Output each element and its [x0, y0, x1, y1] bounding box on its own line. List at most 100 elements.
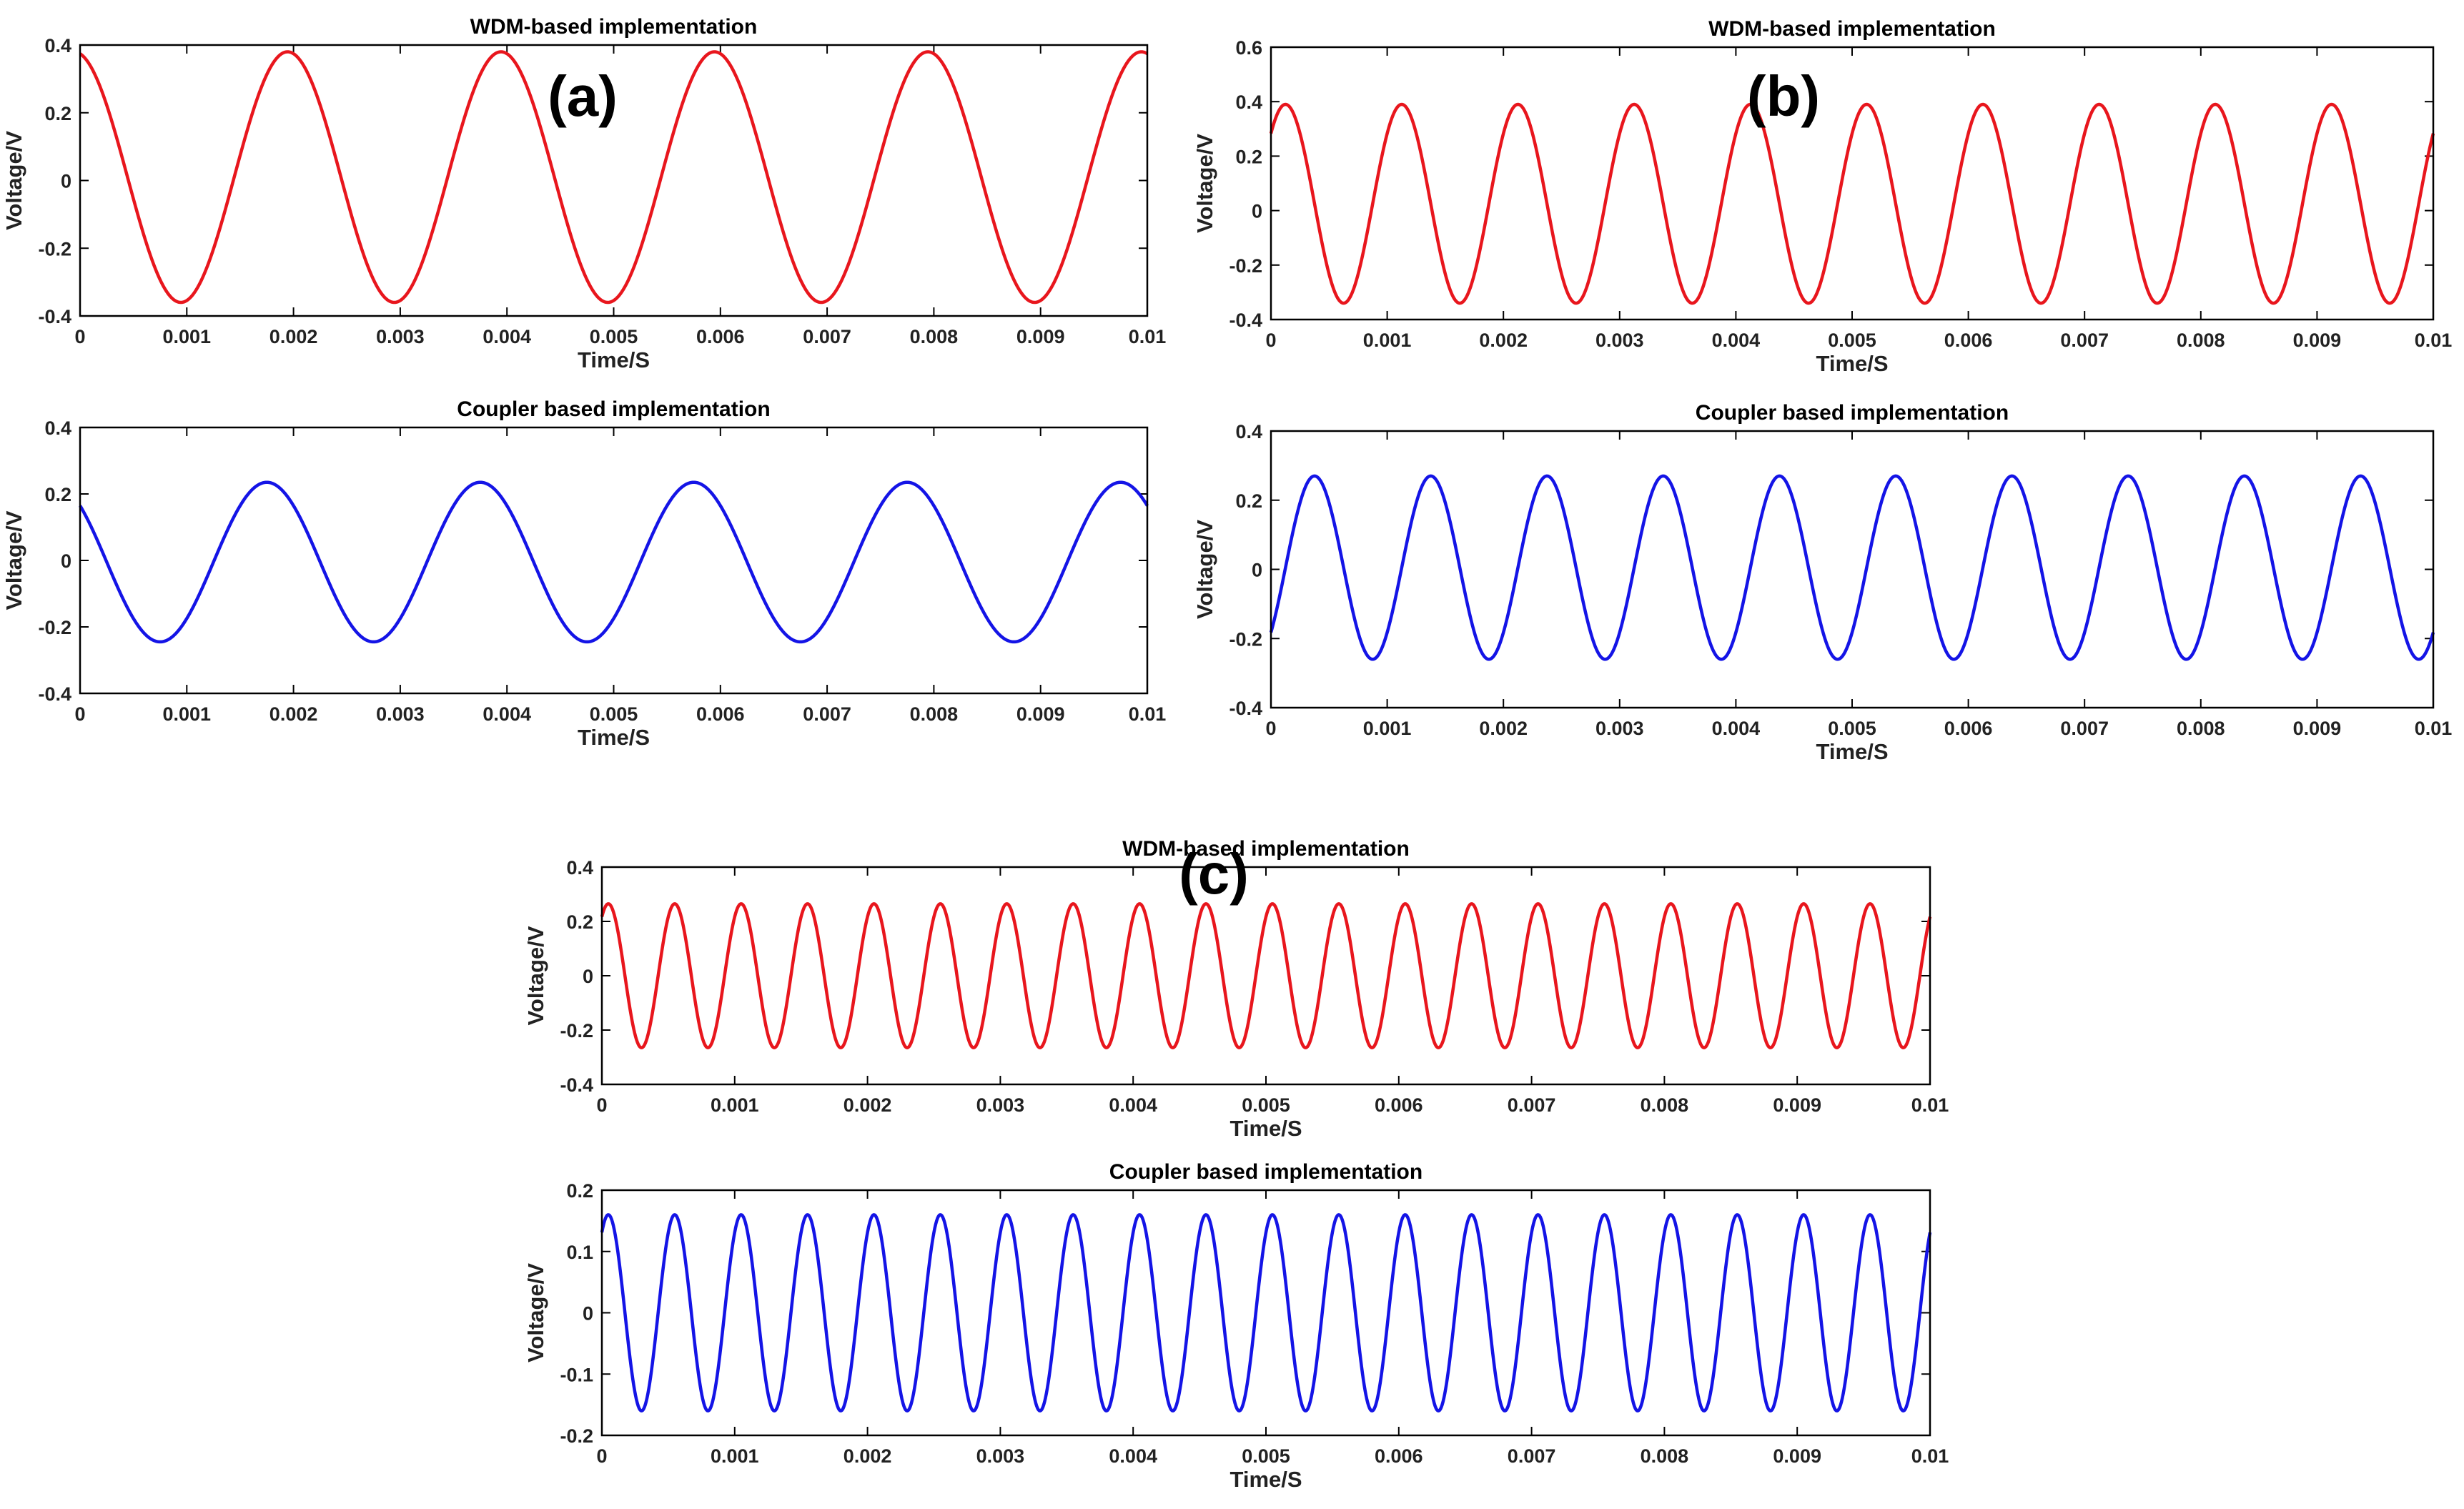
- plot-c-bottom: Coupler based implementation 0 0.001 0.002 0…: [523, 1160, 1949, 1492]
- x-tick-label: 0.001: [711, 1445, 759, 1467]
- x-tick-label: 0.01: [1911, 1445, 1949, 1467]
- x-tick-label: 0.001: [163, 703, 212, 725]
- x-tick-label: 0.001: [1363, 718, 1412, 739]
- x-tick-label: 0.002: [843, 1094, 892, 1116]
- x-tick-label: 0.008: [2177, 330, 2225, 351]
- y-tick-label: -0.2: [1229, 628, 1262, 650]
- y-tick-label: -0.4: [560, 1074, 593, 1096]
- x-tick-label: 0.004: [483, 326, 531, 347]
- plot-frame: [79, 426, 1149, 695]
- x-tick-label: 0.008: [1641, 1445, 1689, 1467]
- x-tick-label: 0.01: [1129, 703, 1167, 725]
- y-tick-label: 0.4: [44, 35, 71, 56]
- x-tick-label: 0.009: [1016, 326, 1065, 347]
- plot-title: WDM-based implementation: [470, 15, 758, 39]
- y-tick-label: -0.4: [1229, 310, 1262, 331]
- y-tick-label: 0.1: [566, 1242, 593, 1263]
- y-axis-label: Voltage/V: [523, 926, 548, 1025]
- x-tick-label: 0.001: [711, 1094, 759, 1116]
- y-tick-label: -0.2: [38, 617, 71, 638]
- y-axis-label: Voltage/V: [1192, 520, 1217, 619]
- y-tick-label: 0.2: [566, 911, 593, 933]
- y-tick-label: -0.4: [38, 683, 71, 705]
- y-tick-label: 0.4: [566, 857, 593, 879]
- x-tick-label: 0.003: [976, 1094, 1025, 1116]
- plot-a-bottom: Coupler based implementation 0 0.001 0.002 0…: [1, 397, 1166, 750]
- y-tick-label: 0: [583, 1303, 593, 1325]
- x-tick-label: 0.004: [483, 703, 531, 725]
- y-tick-label: -0.2: [1229, 255, 1262, 277]
- x-axis-label: Time/S: [578, 347, 650, 372]
- y-tick-label: 0: [583, 966, 593, 987]
- y-axis-label: Voltage/V: [1, 510, 26, 610]
- x-tick-label: 0.01: [2415, 330, 2453, 351]
- x-tick-label: 0.006: [1944, 330, 1993, 351]
- y-tick-label: -0.2: [560, 1425, 593, 1447]
- plot-title: WDM-based implementation: [1122, 837, 1410, 861]
- plot-frame: [1270, 430, 2435, 709]
- x-tick-label: 0.008: [910, 703, 959, 725]
- x-tick-label: 0.007: [803, 326, 851, 347]
- x-tick-label: 0.01: [1911, 1094, 1949, 1116]
- x-tick-label: 0.009: [1773, 1094, 1821, 1116]
- x-tick-label: 0.005: [1242, 1094, 1290, 1116]
- x-tick-label: 0.006: [1375, 1094, 1423, 1116]
- x-axis-label: Time/S: [1229, 1467, 1302, 1492]
- x-tick-label: 0.002: [1479, 330, 1528, 351]
- plot-title: Coupler based implementation: [1109, 1160, 1423, 1184]
- x-tick-label: 0.01: [2415, 718, 2453, 739]
- x-tick-label: 0.01: [1129, 326, 1167, 347]
- x-tick-label: 0.002: [269, 326, 318, 347]
- x-tick-label: 0.002: [269, 703, 318, 725]
- series-line-signal: [600, 902, 1932, 1049]
- y-tick-label: 0.4: [44, 417, 71, 439]
- series-line-signal: [79, 50, 1149, 305]
- x-tick-label: 0: [1265, 718, 1276, 739]
- x-tick-label: 0.001: [163, 326, 212, 347]
- x-tick-label: 0: [1265, 330, 1276, 351]
- x-tick-label: 0.009: [1016, 703, 1065, 725]
- plot-a-top: WDM-based implementation 0 0.001 0.002 0.003…: [1, 15, 1166, 372]
- x-tick-label: 0.009: [2293, 330, 2342, 351]
- x-tick-label: 0.007: [2060, 330, 2109, 351]
- y-tick-label: 0.4: [1235, 91, 1262, 113]
- x-tick-label: 0.006: [1375, 1445, 1423, 1467]
- x-tick-label: 0.009: [2293, 718, 2342, 739]
- x-tick-label: 0.007: [2060, 718, 2109, 739]
- series-line-signal: [79, 480, 1149, 644]
- y-tick-label: -0.4: [1229, 698, 1262, 719]
- y-tick-label: 0: [1252, 201, 1262, 222]
- x-tick-label: 0.002: [843, 1445, 892, 1467]
- x-tick-label: 0.004: [1109, 1445, 1157, 1467]
- plot-title: WDM-based implementation: [1708, 17, 1996, 41]
- plot-frame: [1270, 46, 2435, 321]
- x-tick-label: 0.007: [1508, 1445, 1556, 1467]
- y-axis-label: Voltage/V: [1, 131, 26, 230]
- plot-b-top: WDM-based implementation 0 0.001 0.002 0.003…: [1192, 17, 2452, 376]
- x-axis-label: Time/S: [578, 725, 650, 750]
- x-tick-label: 0.003: [376, 326, 425, 347]
- y-tick-label: 0: [1252, 560, 1262, 581]
- x-tick-label: 0.008: [1641, 1094, 1689, 1116]
- y-tick-label: 0.6: [1235, 37, 1262, 59]
- x-tick-label: 0.007: [1508, 1094, 1556, 1116]
- plot-frame: [600, 1189, 1931, 1437]
- x-axis-label: Time/S: [1229, 1116, 1302, 1141]
- y-axis-label: Voltage/V: [1192, 134, 1217, 233]
- x-axis-label: Time/S: [1816, 351, 1888, 376]
- y-tick-label: 0: [61, 550, 71, 572]
- x-tick-label: 0.009: [1773, 1445, 1821, 1467]
- x-tick-label: 0.006: [696, 703, 745, 725]
- x-tick-label: 0.002: [1479, 718, 1528, 739]
- x-tick-label: 0.008: [910, 326, 959, 347]
- x-tick-label: 0.004: [1712, 718, 1761, 739]
- series-line-signal: [600, 1213, 1932, 1412]
- y-tick-label: 0.2: [44, 103, 71, 124]
- x-tick-label: 0.005: [1242, 1445, 1290, 1467]
- x-tick-label: 0.003: [1595, 718, 1644, 739]
- y-tick-label: 0.2: [566, 1180, 593, 1202]
- x-tick-label: 0.005: [1828, 718, 1876, 739]
- y-axis-label: Voltage/V: [523, 1263, 548, 1362]
- plot-frame: [600, 866, 1931, 1086]
- panel-label-b: (b): [1747, 64, 1820, 128]
